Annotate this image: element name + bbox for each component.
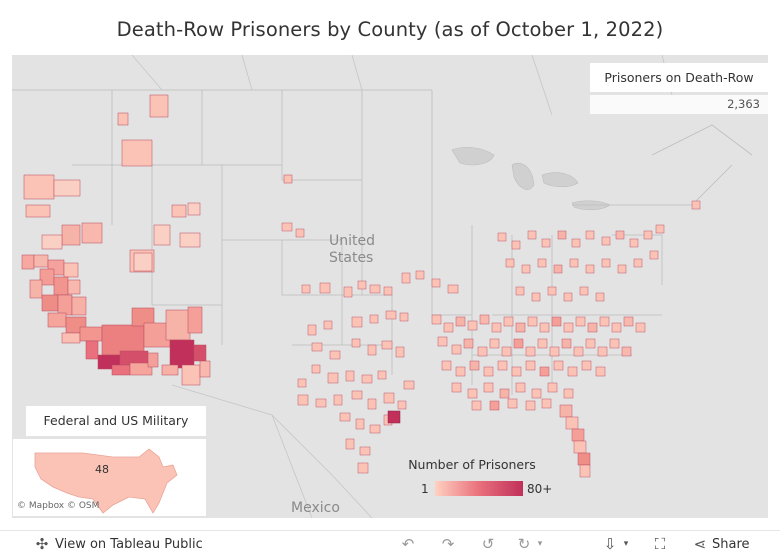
download-dropdown-icon[interactable]: ▾ bbox=[623, 539, 629, 549]
view-on-tableau-link[interactable]: View on Tableau Public bbox=[55, 537, 203, 552]
share-button[interactable]: Share bbox=[712, 537, 750, 552]
share-icon[interactable]: ⋖ bbox=[693, 535, 707, 553]
map-canvas bbox=[12, 55, 768, 518]
legend-gradient bbox=[435, 481, 523, 496]
federal-military-inset[interactable]: 48 bbox=[13, 439, 206, 516]
kpi-total-prisoners: Prisoners on Death-Row 2,363 bbox=[590, 63, 768, 115]
color-legend: Number of Prisoners 1 80+ bbox=[407, 455, 552, 503]
country-label-mexico: Mexico bbox=[291, 500, 340, 516]
page-title: Death-Row Prisoners by County (as of Oct… bbox=[116, 18, 664, 41]
legend-min: 1 bbox=[421, 482, 429, 496]
fullscreen-icon[interactable]: ⛶ bbox=[654, 535, 666, 553]
revert-icon[interactable]: ↺ bbox=[481, 535, 495, 553]
us-outline-icon bbox=[34, 448, 178, 514]
county-map[interactable]: United States Mexico Prisoners on Death-… bbox=[12, 55, 768, 518]
download-icon[interactable]: ⇩ bbox=[603, 535, 617, 553]
inset-title: Federal and US Military bbox=[26, 406, 206, 436]
map-attribution[interactable]: © Mapbox © OSM bbox=[17, 501, 100, 511]
country-label: United bbox=[329, 233, 375, 249]
refresh-icon[interactable]: ↻ bbox=[517, 535, 531, 553]
country-label: States bbox=[329, 250, 374, 266]
redo-icon[interactable]: ↷ bbox=[441, 535, 455, 553]
undo-icon[interactable]: ↶ bbox=[401, 535, 415, 553]
kpi-title: Prisoners on Death-Row bbox=[590, 63, 768, 92]
legend-title: Number of Prisoners bbox=[408, 457, 536, 472]
kpi-value: 2,363 bbox=[590, 95, 768, 114]
legend-max: 80+ bbox=[527, 482, 553, 496]
inset-value: 48 bbox=[95, 463, 109, 476]
refresh-dropdown-icon[interactable]: ▾ bbox=[537, 539, 543, 549]
tableau-logo-icon[interactable]: ✣ bbox=[35, 535, 49, 553]
tableau-toolbar: ✣ View on Tableau Public ↶ ↷ ↺ ↻ ▾ ⇩ ▾ ⛶… bbox=[0, 530, 780, 558]
